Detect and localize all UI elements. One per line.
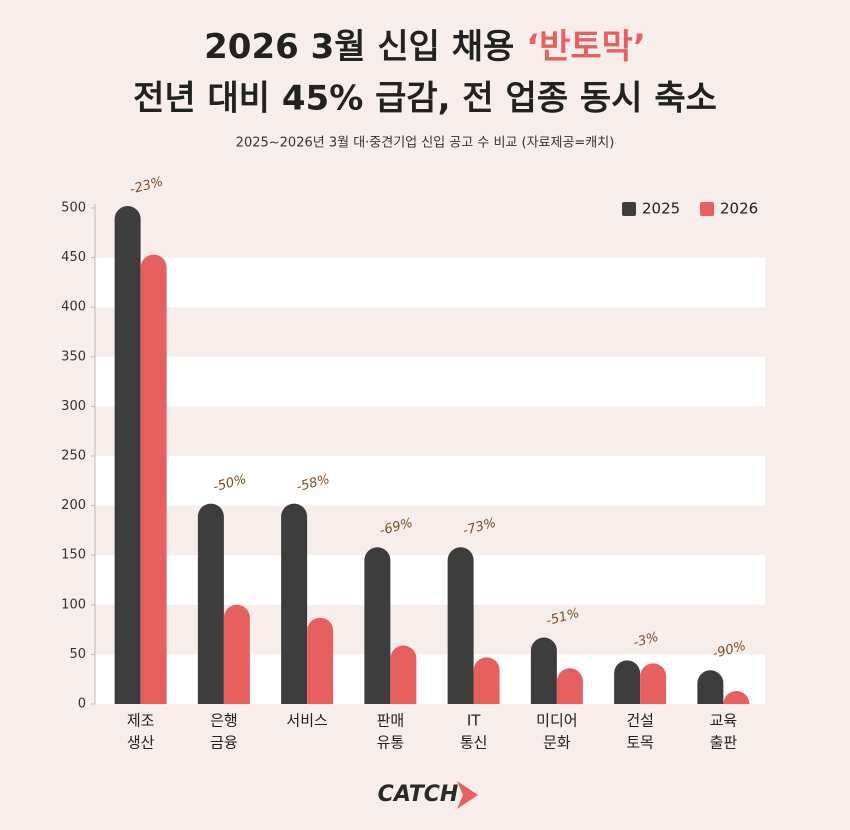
- x-tick-label: 제조: [127, 712, 155, 730]
- y-tick-label: 500: [61, 201, 86, 216]
- x-tick-label: 유통: [377, 734, 405, 752]
- y-tick-label: 100: [61, 597, 86, 612]
- bar: [614, 660, 641, 704]
- logo-arrow: [457, 781, 478, 809]
- x-tick-label: 미디어: [536, 712, 577, 730]
- x-tick-label: 생산: [127, 734, 155, 752]
- bar: [114, 206, 141, 705]
- y-tick-label: 250: [61, 449, 86, 464]
- legend-swatch: [622, 202, 636, 216]
- x-tick-label: 서비스: [286, 712, 328, 730]
- y-tick-label: 0: [78, 697, 86, 712]
- title-highlight: ‘반토막’: [526, 27, 646, 67]
- y-tick-label: 350: [61, 349, 86, 364]
- chart-title-line2: 전년 대비 45% 급감, 전 업종 동시 축소: [133, 79, 717, 119]
- logo: CATCH: [378, 781, 478, 809]
- chart-title: 2026 3월 신입 채용 ‘반토막’: [204, 27, 646, 67]
- bar: [530, 637, 557, 704]
- x-tick-label: 출판: [710, 734, 738, 752]
- bar: [307, 617, 334, 704]
- legend-swatch: [700, 202, 714, 216]
- bar: [197, 503, 224, 704]
- legend-label: 2025: [642, 200, 680, 218]
- bar: [390, 645, 417, 704]
- y-tick-label: 200: [61, 498, 86, 513]
- legend-label: 2026: [720, 200, 758, 218]
- y-tick-label: 50: [69, 647, 86, 662]
- x-tick-label: 교육: [710, 712, 738, 730]
- y-tick-label: 300: [61, 399, 86, 414]
- x-tick-label: 토목: [626, 734, 654, 752]
- grid-band: [95, 555, 765, 605]
- x-tick-label: 통신: [460, 734, 488, 752]
- x-tick-label: 판매: [377, 712, 405, 730]
- y-tick-label: 400: [61, 300, 86, 315]
- y-tick-label: 150: [61, 548, 86, 563]
- logo-text: CATCH: [378, 782, 459, 807]
- bar: [697, 670, 724, 704]
- title-text: 2026 3월 신입 채용: [204, 27, 514, 67]
- x-tick-label: 건설: [626, 712, 654, 730]
- bar: [640, 663, 667, 704]
- bar: [556, 668, 583, 704]
- annotation: -3%: [632, 630, 660, 651]
- x-tick-label: 은행: [210, 712, 238, 730]
- bar: [473, 657, 500, 704]
- grid-band: [95, 356, 765, 407]
- bar: [223, 604, 250, 704]
- x-tick-label: 문화: [543, 734, 571, 752]
- bar: [140, 254, 167, 704]
- x-tick-label: 금융: [210, 734, 238, 752]
- grid-band: [95, 456, 765, 506]
- bar: [281, 503, 308, 704]
- chart-subtitle: 2025~2026년 3월 대·중견기업 신입 공고 수 비교 (자료제공=캐치…: [236, 136, 615, 151]
- bar: [364, 547, 391, 704]
- bar: [447, 547, 474, 704]
- y-tick-label: 450: [61, 250, 86, 265]
- x-tick-label: IT: [467, 712, 481, 730]
- grid-band: [95, 257, 765, 308]
- bar: [723, 690, 750, 704]
